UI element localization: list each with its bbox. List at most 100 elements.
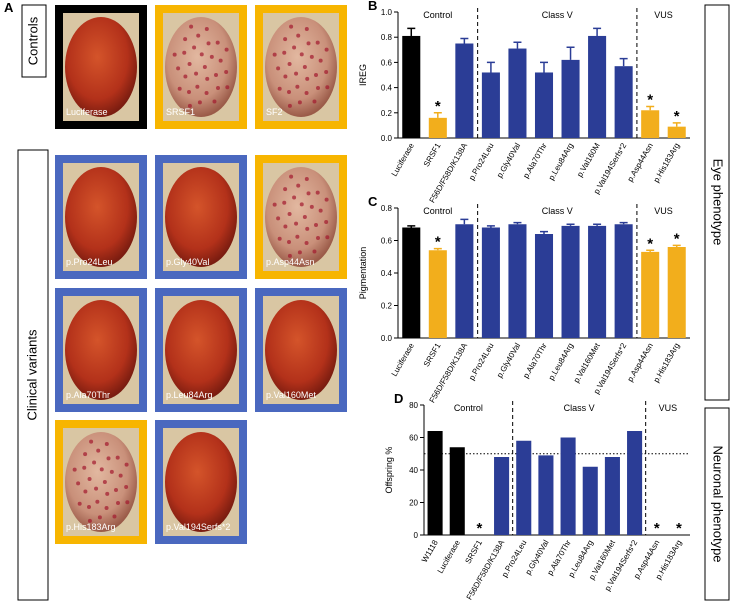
y-tick-label: 0.0 bbox=[381, 334, 393, 343]
eye-spot bbox=[124, 484, 129, 489]
y-tick-label: 0.4 bbox=[381, 269, 393, 278]
bar bbox=[667, 126, 686, 138]
eye-spot bbox=[318, 208, 323, 213]
eye-spot bbox=[324, 197, 329, 202]
bar bbox=[481, 72, 500, 138]
group-label: VUS bbox=[659, 403, 678, 413]
eye-spot bbox=[287, 253, 292, 258]
error-bar bbox=[646, 105, 655, 111]
eye-spot bbox=[304, 90, 309, 95]
eye-spot bbox=[213, 73, 218, 78]
bar bbox=[455, 224, 474, 338]
group-label: Class V bbox=[542, 10, 573, 20]
bar bbox=[508, 48, 527, 138]
eye-spot bbox=[295, 84, 300, 89]
significance-mark: * bbox=[676, 520, 682, 537]
error-bar bbox=[407, 225, 416, 228]
y-tick-label: 1.0 bbox=[381, 8, 393, 17]
photo-label: p.Gly40Val bbox=[166, 257, 209, 267]
x-tick-label: SRSF1 bbox=[463, 538, 484, 565]
eye-spot bbox=[277, 236, 282, 241]
eye-spot bbox=[295, 234, 300, 239]
group-label: Class V bbox=[564, 403, 595, 413]
side-label: Clinical variants bbox=[24, 329, 39, 421]
bar bbox=[614, 66, 633, 138]
photo-label: p.Val194Serfs*2 bbox=[166, 522, 230, 532]
x-tick-label: Luciferase bbox=[390, 141, 417, 178]
bar bbox=[560, 437, 576, 535]
eye-spot bbox=[89, 439, 94, 444]
eye-spot bbox=[215, 40, 220, 45]
eye-spot bbox=[299, 202, 304, 207]
eye-spot bbox=[287, 103, 292, 108]
x-tick-label: p.Leu84Arg bbox=[547, 142, 575, 182]
x-tick-label: p.Gly40Val bbox=[495, 141, 522, 179]
error-bar bbox=[460, 218, 469, 225]
eye-spot bbox=[296, 33, 301, 38]
eye-spot bbox=[283, 224, 288, 229]
eye-spot bbox=[204, 90, 209, 95]
bar bbox=[508, 224, 527, 338]
eye-spot bbox=[305, 226, 310, 231]
error-bar bbox=[646, 249, 655, 252]
bar bbox=[455, 43, 474, 138]
eye-spot bbox=[83, 489, 88, 494]
bar bbox=[588, 35, 607, 138]
eye-spot bbox=[299, 52, 304, 57]
eye-spot bbox=[183, 37, 188, 42]
eye-spot bbox=[325, 85, 330, 90]
photo-label: p.Asp44Asn bbox=[266, 257, 315, 267]
eye-spot bbox=[125, 500, 130, 505]
eye-spot bbox=[277, 86, 282, 91]
eye-spot bbox=[296, 183, 301, 188]
eye-spot bbox=[192, 45, 197, 50]
photo-label: p.His183Arg bbox=[66, 522, 116, 532]
x-tick-label: SRSF1 bbox=[422, 341, 443, 368]
phenotype-label: Eye phenotype bbox=[711, 159, 726, 246]
eye-spot bbox=[313, 73, 318, 78]
error-bar bbox=[672, 244, 681, 247]
eye-spot bbox=[92, 460, 97, 465]
bar bbox=[481, 227, 500, 338]
eye-spot bbox=[94, 486, 99, 491]
photo-label: p.Leu84Arg bbox=[166, 390, 213, 400]
eye-spot bbox=[199, 52, 204, 57]
eye-spot bbox=[309, 54, 314, 59]
y-tick-label: 0.6 bbox=[381, 237, 393, 246]
bar bbox=[428, 250, 447, 338]
eye-spot bbox=[282, 200, 287, 205]
significance-mark: * bbox=[647, 92, 653, 109]
eye-spot bbox=[316, 236, 321, 241]
group-label: VUS bbox=[654, 206, 673, 216]
y-axis-label: Pigmentation bbox=[358, 247, 368, 300]
eye-spot bbox=[112, 514, 117, 519]
bar bbox=[427, 431, 443, 535]
eye-spot bbox=[116, 501, 121, 506]
group-label: Control bbox=[423, 206, 452, 216]
photo-label: p.Pro24Leu bbox=[66, 257, 113, 267]
eye-spot bbox=[204, 27, 209, 32]
eye-spot bbox=[318, 58, 323, 63]
eye-spot bbox=[105, 491, 110, 496]
eye-spot bbox=[324, 219, 329, 224]
x-tick-label: p.His183Arg bbox=[652, 342, 682, 385]
error-bar bbox=[619, 221, 628, 225]
bar bbox=[402, 227, 421, 338]
eye-spot bbox=[224, 47, 229, 52]
x-tick-label: Luciferase bbox=[390, 341, 417, 378]
eye-spot bbox=[106, 456, 111, 461]
error-bar bbox=[619, 57, 628, 67]
error-bar bbox=[672, 122, 681, 127]
error-bar bbox=[433, 247, 442, 251]
eye-spot bbox=[102, 480, 107, 484]
eye-spot bbox=[76, 481, 81, 486]
eye-spot bbox=[176, 66, 181, 71]
x-tick-label: p.Pro24Leu bbox=[467, 141, 495, 181]
eye-spot bbox=[287, 212, 292, 217]
group-label: Control bbox=[454, 403, 483, 413]
eye-spot bbox=[87, 518, 92, 523]
x-tick-label: p.Gly40Val bbox=[495, 341, 522, 379]
y-tick-label: 0.2 bbox=[381, 302, 393, 311]
error-bar bbox=[433, 112, 442, 118]
